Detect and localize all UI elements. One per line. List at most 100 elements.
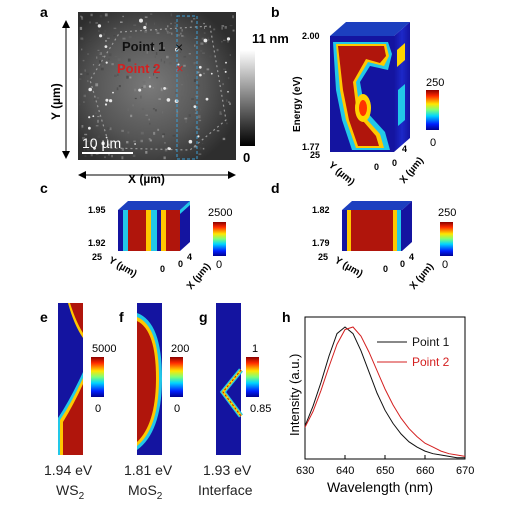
afm-speckle (162, 133, 165, 135)
afm-speckle (152, 87, 154, 89)
afm-speckle (96, 97, 100, 99)
afm-particle (224, 70, 227, 73)
afm-speckle (213, 28, 216, 31)
afm-speckle (181, 35, 184, 37)
afm-speckle (195, 107, 198, 111)
afm-speckle (222, 83, 224, 86)
g-map (216, 303, 241, 455)
h-series-line-1 (304, 326, 465, 459)
afm-speckle (223, 68, 226, 70)
c-colorbar (213, 222, 226, 256)
afm-speckle (146, 51, 148, 54)
c-band-yellow2 (161, 210, 166, 251)
d-z-bottom: 1.79 (312, 238, 330, 248)
afm-speckle (181, 96, 184, 100)
afm-speckle (97, 49, 100, 51)
x-arrow-head-right (228, 171, 236, 179)
afm-particle (99, 34, 103, 38)
afm-speckle (95, 83, 99, 87)
e-colorbar (91, 357, 104, 397)
afm-particle (105, 61, 108, 64)
afm-speckle (202, 52, 205, 54)
afm-speckle (194, 112, 197, 114)
b-colorbar (426, 90, 439, 130)
afm-speckle (193, 146, 197, 148)
afm-speckle (149, 139, 152, 142)
afm-speckle (216, 130, 220, 132)
c-x-tick1: 0 (178, 259, 183, 269)
d-cb-min: 0 (442, 259, 448, 271)
e-cb-max: 5000 (92, 343, 116, 355)
afm-speckle (102, 65, 104, 67)
afm-speckle (144, 30, 148, 33)
afm-particle (227, 91, 229, 93)
afm-speckle (133, 140, 136, 143)
afm-particle (93, 146, 96, 150)
afm-speckle (232, 15, 234, 19)
afm-speckle (171, 32, 173, 35)
f-colorbar (170, 357, 183, 397)
afm-speckle (114, 55, 118, 58)
afm-speckle (80, 73, 83, 75)
afm-speckle (203, 22, 205, 25)
panel-g-letter: g (199, 309, 208, 325)
afm-speckle (221, 25, 225, 27)
afm-speckle (152, 47, 155, 49)
d-band-yellow (347, 210, 352, 251)
c-side-face (180, 201, 190, 251)
b-z-top: 2.00 (302, 31, 320, 41)
afm-speckle (102, 37, 104, 40)
a-ylabel: Y (µm) (49, 83, 63, 120)
afm-speckle (222, 137, 226, 141)
b-z-bottom: 1.77 (302, 142, 320, 152)
afm-speckle (126, 141, 129, 144)
afm-speckle (160, 58, 162, 62)
afm-speckle (168, 32, 171, 34)
afm-speckle (141, 108, 145, 110)
afm-particle (203, 38, 208, 43)
afm-speckle (132, 46, 135, 49)
afm-speckle (127, 131, 130, 134)
afm-particle (88, 116, 91, 119)
afm-speckle (122, 37, 126, 40)
afm-speckle (154, 55, 156, 58)
c-side-cyan (180, 201, 190, 214)
afm-particle (197, 135, 200, 138)
afm-speckle (206, 68, 210, 71)
flake-outline (89, 25, 227, 151)
c-y-tick: 25 (92, 252, 102, 262)
afm-speckle (201, 37, 205, 40)
afm-speckle (191, 104, 193, 108)
afm-particle (104, 45, 108, 48)
afm-particle (101, 141, 105, 146)
afm-speckle (108, 58, 110, 60)
panel-a-letter: a (40, 4, 48, 20)
legend-point1-label: Point 1 (412, 335, 450, 349)
afm-speckle (223, 39, 226, 41)
afm-particle (88, 126, 91, 130)
a-colorbar-min: 0 (243, 150, 250, 165)
e-energy: 1.94 eV (44, 462, 93, 478)
afm-speckle (103, 33, 105, 36)
afm-speckle (95, 112, 97, 114)
afm-speckle (160, 87, 163, 91)
afm-speckle (87, 140, 89, 142)
point1-label: Point 1 (122, 39, 165, 54)
b-cb-max: 250 (426, 77, 444, 89)
afm-particle (112, 91, 114, 94)
afm-speckle (120, 21, 123, 23)
d-colorbar (440, 222, 453, 256)
afm-speckle (167, 25, 169, 28)
afm-speckle (188, 114, 191, 117)
afm-speckle (90, 154, 93, 157)
afm-particle (97, 24, 102, 28)
c-band-cyan2 (151, 210, 157, 251)
afm-speckle (175, 33, 177, 36)
afm-speckle (209, 55, 212, 58)
afm-speckle (193, 57, 197, 60)
afm-speckle (120, 65, 122, 68)
afm-particle (139, 18, 143, 23)
afm-speckle (221, 27, 223, 30)
afm-speckle (198, 109, 200, 112)
afm-speckle (99, 52, 102, 55)
